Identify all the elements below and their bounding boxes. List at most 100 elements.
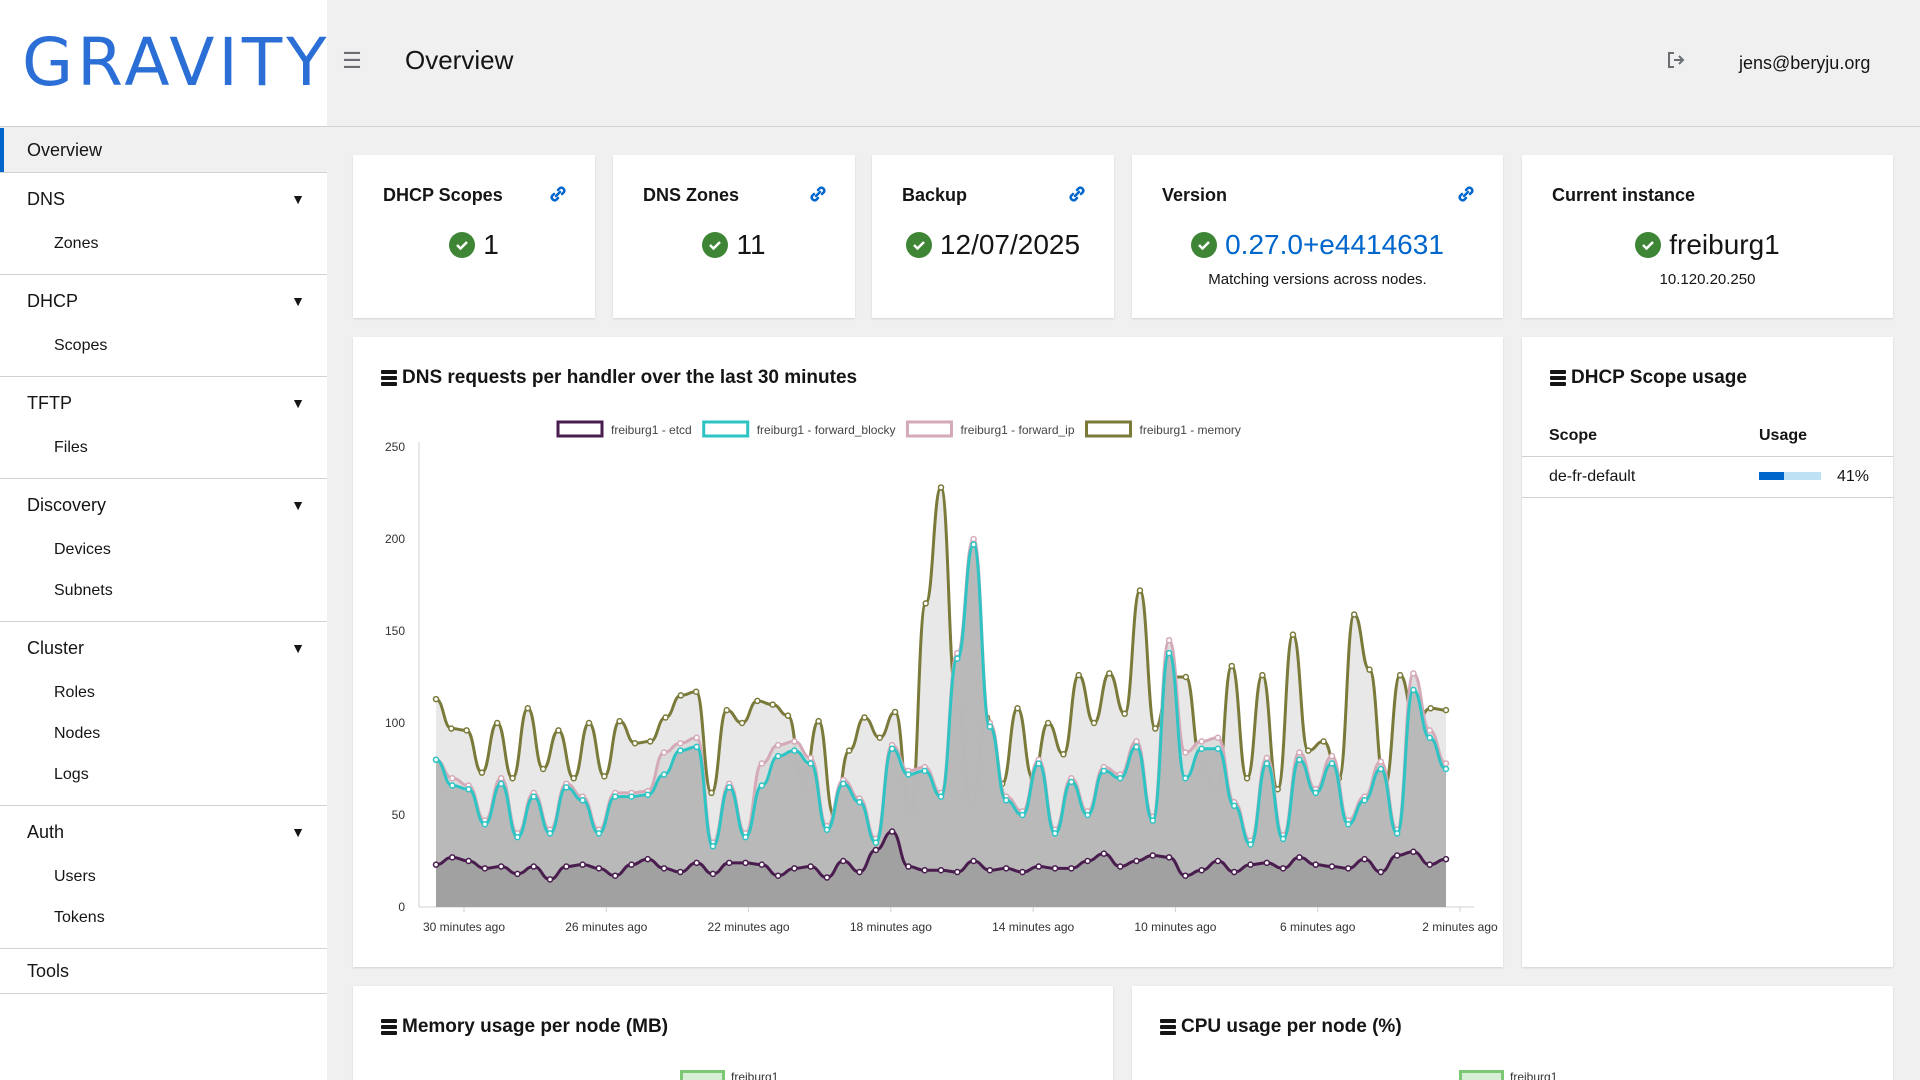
hamburger-menu-icon[interactable]: ☰ [342,48,362,73]
sidebar-group-label: TFTP [27,393,72,413]
series-point [845,747,853,754]
series-point [861,714,868,721]
link-icon[interactable] [547,183,569,205]
series-point [1377,758,1385,765]
sidebar-item-overview[interactable]: Overview [0,128,327,172]
card-title-text: Memory usage per node (MB) [402,1016,669,1037]
series-point [1345,865,1352,872]
column-header-usage[interactable]: Usage [1759,427,1808,444]
link-icon[interactable] [807,183,829,205]
chart-legend[interactable]: freiburg1 [1459,1070,1557,1080]
series-point [807,863,814,870]
series-point [465,857,472,865]
series-point [823,826,831,833]
logout-icon[interactable] [1664,50,1688,74]
x-tick-label: 26 minutes ago [565,920,647,934]
series-point [693,743,700,751]
series-line [435,543,1447,848]
series-point [1068,865,1075,872]
series-point [815,717,822,725]
series-point [555,727,562,734]
sidebar-item-roles[interactable]: Roles [54,684,95,701]
series-point [677,739,684,747]
column-header-scope[interactable]: Scope [1549,427,1598,444]
series-point [644,791,652,799]
sidebar-item-scopes[interactable]: Scopes [54,337,108,354]
sidebar-item-tokens[interactable]: Tokens [54,909,105,926]
series-point [723,706,731,714]
stat-value-text: 1 [483,229,499,260]
series-point [660,865,668,872]
sidebar-group-dhcp-toggle[interactable]: DHCP ▼ [0,277,327,325]
sidebar-group-discovery-toggle[interactable]: Discovery ▼ [0,481,327,529]
version-link[interactable]: 0.27.0+e4414631 [1225,229,1444,260]
series-point [1230,868,1238,876]
y-tick-label: 50 [392,808,406,822]
series-point [1182,673,1190,681]
sidebar-item-zones[interactable]: Zones [54,235,99,252]
series-point [677,747,684,754]
series-point [1410,670,1417,677]
stat-value-text: freiburg1 [1669,229,1780,260]
series-point [1228,662,1236,670]
series-point [905,771,912,778]
series-point [791,865,798,872]
database-icon [381,1019,397,1035]
sidebar-group-tftp-toggle[interactable]: TFTP ▼ [0,379,327,427]
series-point [1002,865,1010,872]
series-point [754,697,761,705]
series-point [970,535,977,543]
sidebar-group-dns-toggle[interactable]: DNS ▼ [0,175,327,223]
series-point [1263,760,1271,767]
chevron-down-icon: ▼ [291,293,305,309]
sidebar-group-dns: DNS ▼ Zones [0,175,327,275]
scope-name[interactable]: de-fr-default [1549,468,1636,485]
link-icon[interactable] [1455,183,1477,205]
card-title: Memory usage per node (MB) [380,1016,668,1038]
stat-title: DNS Zones [643,185,740,205]
series-point [570,774,577,782]
series-point [660,749,668,756]
table-row[interactable]: de-fr-default 41% [1522,457,1893,498]
link-icon[interactable] [1066,183,1088,205]
usage-progress-fill [1759,472,1785,480]
series-point [1328,863,1336,870]
chevron-down-icon: ▼ [291,640,305,656]
series-point [1116,774,1124,782]
legend-label: freiburg1 [1510,1070,1558,1080]
user-email[interactable]: jens@beryju.org [1739,53,1871,73]
series-point [1019,811,1026,819]
series-point [432,695,440,703]
stat-title: Backup [902,185,968,205]
series-point [1051,865,1059,872]
sidebar-group-cluster-toggle[interactable]: Cluster ▼ [0,624,327,672]
sidebar-item-users[interactable]: Users [54,868,96,885]
series-point [530,863,537,870]
series-point [1263,859,1271,867]
sidebar-item-subnets[interactable]: Subnets [54,582,113,599]
logo[interactable]: GRAVITY [0,0,327,127]
sidebar-group-auth-toggle[interactable]: Auth ▼ [0,808,327,856]
legend-label: freiburg1 [731,1070,779,1080]
sidebar-item-tools[interactable]: Tools [27,961,70,981]
series-point [1060,751,1067,758]
sidebar-item-logs[interactable]: Logs [54,766,89,783]
sidebar-item-files[interactable]: Files [54,439,88,456]
sidebar-group-label: Auth [27,822,65,842]
series-point [1426,861,1433,868]
series-point [1312,789,1319,797]
series-point [677,868,684,876]
series-point [563,784,570,791]
series-point [725,859,733,867]
series-point [1214,857,1222,865]
sidebar-item-devices[interactable]: Devices [54,541,111,558]
sidebar-item-nodes[interactable]: Nodes [54,725,101,742]
series-point [1100,767,1108,775]
legend-swatch [1085,420,1133,438]
series-point [449,854,456,861]
chart-legend[interactable]: freiburg1 [680,1070,778,1080]
sidebar: Overview DNS ▼ Zones DHCP ▼ Scopes TFTP ▼ F… [0,128,327,1080]
series-point [1247,861,1254,868]
series-point [840,857,847,865]
series-point [579,797,586,804]
